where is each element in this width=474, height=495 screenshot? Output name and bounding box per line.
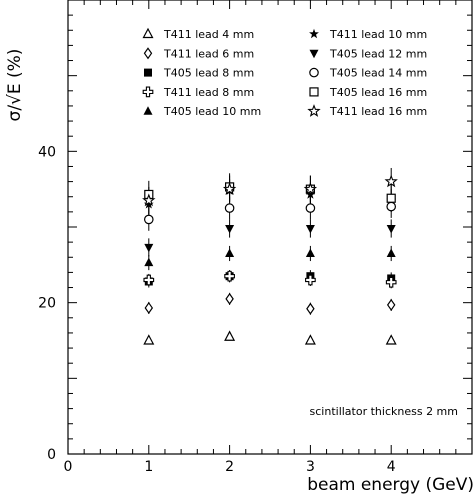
data-point [305, 225, 315, 234]
legend-marker [309, 67, 319, 78]
legend-label: T411 lead 4 mm [163, 28, 254, 41]
data-point [222, 182, 237, 195]
data-point [144, 214, 154, 225]
legend-marker [309, 28, 319, 39]
data-point [386, 193, 396, 203]
legend-label: T411 lead 6 mm [163, 47, 254, 60]
x-tick-label: 0 [64, 459, 73, 475]
data-point [225, 248, 235, 257]
data-point [385, 334, 397, 345]
legend-label: T405 lead 16 mm [329, 86, 427, 99]
legend-label: T405 lead 14 mm [329, 67, 427, 80]
data-point [143, 199, 154, 209]
data-point [144, 257, 154, 267]
data-point [305, 248, 315, 257]
data-point [225, 292, 234, 305]
legend-label: T411 lead 10 mm [329, 28, 427, 41]
legend-marker [143, 47, 153, 60]
y-tick-label: 40 [38, 144, 56, 160]
legend-label: T405 lead 12 mm [329, 47, 427, 60]
data-point [303, 182, 318, 195]
data-point [304, 334, 316, 345]
data-point [386, 225, 396, 234]
data-point [386, 248, 396, 257]
legend: T411 lead 4 mm T411 lead 6 mm T405 lead 8 … [142, 27, 427, 118]
data-point [224, 330, 236, 341]
data-point [306, 302, 315, 315]
data-point [143, 274, 155, 286]
data-point [144, 243, 154, 253]
data-point [386, 298, 396, 311]
data-point [386, 201, 396, 212]
y-tick-label: 20 [38, 296, 56, 312]
y-tick-label: 0 [47, 447, 56, 463]
data-point [305, 203, 316, 213]
legend-marker [142, 86, 154, 98]
legend-marker [307, 104, 321, 117]
data-point [385, 276, 397, 288]
data-point [224, 203, 235, 213]
data-point [143, 334, 155, 345]
x-axis-label: beam energy (GeV) [307, 475, 474, 495]
y-axis-label: σ/√E (%) [5, 49, 25, 122]
x-tick-label: 1 [144, 459, 153, 475]
data-point [144, 301, 154, 315]
annotation-text: scintillator thickness 2 mm [310, 405, 458, 418]
data-point [224, 270, 235, 282]
legend-label: T405 lead 10 mm [163, 105, 261, 118]
legend-marker [144, 68, 152, 77]
legend-label: T405 lead 8 mm [163, 67, 254, 80]
legend-marker [309, 87, 319, 97]
x-tick-label: 4 [387, 459, 396, 475]
data-points [142, 167, 398, 345]
legend-marker [142, 27, 154, 39]
data-point [142, 193, 156, 207]
x-tick-label: 2 [225, 459, 234, 475]
legend-label: T411 lead 16 mm [329, 105, 427, 118]
data-point [305, 189, 316, 199]
data-point [384, 174, 398, 188]
x-tick-label: 3 [306, 459, 315, 475]
data-point [225, 225, 235, 234]
legend-label: T411 lead 8 mm [163, 86, 254, 99]
data-point [305, 274, 316, 286]
legend-marker [309, 49, 319, 59]
legend-marker [143, 106, 153, 115]
